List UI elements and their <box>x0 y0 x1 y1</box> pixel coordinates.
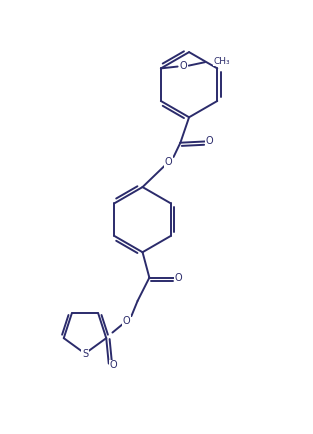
Text: O: O <box>123 316 130 326</box>
Text: O: O <box>206 136 213 146</box>
Text: O: O <box>175 273 182 283</box>
Text: S: S <box>82 349 88 358</box>
Text: O: O <box>179 61 187 71</box>
Text: O: O <box>165 157 172 167</box>
Text: CH₃: CH₃ <box>213 57 230 66</box>
Text: O: O <box>110 361 117 371</box>
